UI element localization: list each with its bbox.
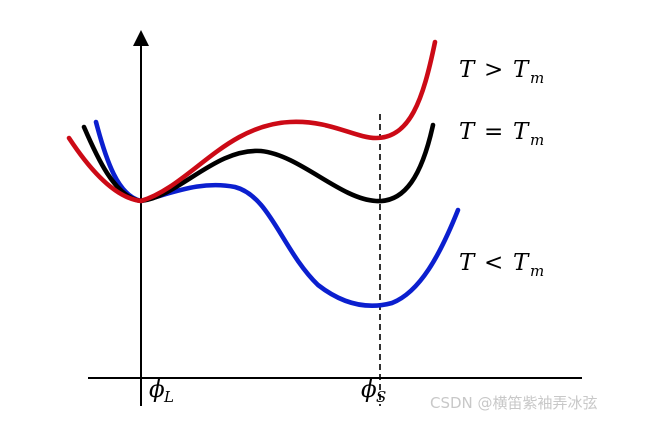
svg-text:ϕ: ϕ <box>149 377 165 403</box>
curve-t-greater-than-tm <box>66 39 438 204</box>
label-t-equals-tm: T = T m <box>459 119 544 149</box>
svg-text:T: T <box>513 57 530 83</box>
curve-t-equals-tm <box>81 122 436 204</box>
label-phi-s: ϕ S <box>361 377 386 406</box>
curve-t-less-than-tm <box>93 119 461 309</box>
svg-text:L: L <box>163 388 174 406</box>
watermark-text: CSDN @横笛紫袖弄冰弦 <box>430 394 598 412</box>
svg-text:S: S <box>376 388 386 406</box>
svg-text:>: > <box>484 57 503 83</box>
svg-text:<: < <box>484 250 503 276</box>
svg-text:ϕ: ϕ <box>361 377 377 403</box>
svg-text:=: = <box>484 119 503 145</box>
svg-text:m: m <box>530 131 544 149</box>
label-phi-l: ϕ L <box>149 377 174 406</box>
svg-text:T: T <box>513 250 530 276</box>
svg-text:m: m <box>530 262 544 280</box>
svg-text:T: T <box>459 57 476 83</box>
label-t-less-than-tm: T < T m <box>459 250 544 280</box>
label-t-greater-than-tm: T > T m <box>459 57 544 87</box>
svg-text:T: T <box>513 119 530 145</box>
svg-text:T: T <box>459 250 476 276</box>
svg-text:T: T <box>459 119 476 145</box>
svg-text:m: m <box>530 69 544 87</box>
